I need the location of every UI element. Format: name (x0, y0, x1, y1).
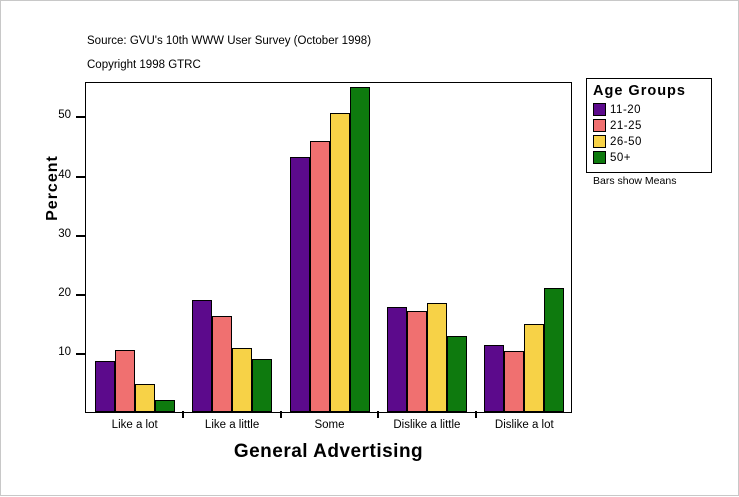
y-axis-tick-label: 40 (58, 168, 71, 181)
legend-item-label: 21-25 (610, 119, 642, 132)
y-axis-tick-label: 30 (58, 227, 71, 240)
bar[interactable] (212, 316, 233, 412)
bar[interactable] (446, 335, 467, 412)
x-axis-tick-mark (182, 411, 185, 418)
x-axis-category-label: Like a little (204, 419, 260, 431)
legend-item[interactable]: 21-25 (593, 118, 705, 133)
bar-group: Dislike a little (386, 81, 467, 431)
bar[interactable] (349, 86, 370, 412)
bar[interactable] (386, 306, 407, 412)
plot-area: Like a lot Like a little Some Dislike a lit… (85, 81, 572, 431)
x-axis-category-label: Dislike a little (393, 419, 461, 431)
bar[interactable] (309, 141, 330, 412)
bar[interactable] (114, 349, 135, 412)
legend-item-label: 11-20 (610, 103, 642, 116)
legend-color-swatch (593, 151, 606, 164)
legend-item[interactable]: 26-50 (593, 134, 705, 149)
legend-color-swatch (593, 135, 606, 148)
bar[interactable] (504, 350, 525, 412)
bar[interactable] (524, 323, 545, 412)
bar[interactable] (252, 359, 273, 412)
legend-title: Age Groups (593, 83, 686, 99)
legend-items: 11-20 21-25 26-50 50+ (593, 102, 705, 165)
bar-group: Some (289, 81, 370, 431)
source-note: Source: GVU's 10th WWW User Survey (Octo… (87, 35, 372, 47)
y-axis-tick-label: 20 (58, 286, 71, 299)
legend-item-label: 26-50 (610, 135, 642, 148)
bar-group: Like a lot (94, 81, 175, 431)
legend: Age Groups 11-20 21-25 26-50 50+ (586, 78, 712, 173)
legend-item[interactable]: 11-20 (593, 102, 705, 117)
legend-color-swatch (593, 103, 606, 116)
bar[interactable] (94, 360, 115, 412)
x-axis-tick-mark (377, 411, 380, 418)
x-axis-tick-mark (279, 411, 282, 418)
y-axis-tick-mark (76, 352, 85, 355)
x-axis-title: General Advertising (233, 441, 424, 462)
bar-chart: Percent Like a lot Like a little Some Disli… (1, 1, 601, 497)
bar[interactable] (406, 310, 427, 412)
bar[interactable] (544, 287, 565, 412)
bar[interactable] (232, 347, 253, 412)
y-axis-tick-mark (76, 175, 85, 178)
bar[interactable] (192, 299, 213, 412)
legend-footnote: Bars show Means (593, 175, 677, 187)
y-axis-tick-mark (76, 293, 85, 296)
bar-group: Dislike a lot (484, 81, 565, 431)
x-axis-category-label: Some (314, 419, 345, 431)
copyright-note: Copyright 1998 GTRC (87, 59, 201, 71)
bar[interactable] (329, 112, 350, 412)
y-axis-tick-label: 10 (58, 345, 71, 358)
bar-group: Like a little (192, 81, 273, 431)
bar[interactable] (484, 344, 505, 412)
legend-color-swatch (593, 119, 606, 132)
legend-item-label: 50+ (610, 151, 632, 164)
x-axis-category-label: Dislike a lot (494, 419, 554, 431)
y-axis-tick-mark (76, 234, 85, 237)
y-axis-tick-label: 50 (58, 109, 71, 122)
x-axis-tick-mark (474, 411, 477, 418)
bar[interactable] (154, 400, 175, 412)
bar[interactable] (426, 302, 447, 412)
y-axis-tick-mark (76, 116, 85, 119)
x-axis-category-label: Like a lot (111, 419, 158, 431)
bar[interactable] (289, 157, 310, 412)
legend-item[interactable]: 50+ (593, 150, 705, 165)
bar[interactable] (134, 383, 155, 412)
